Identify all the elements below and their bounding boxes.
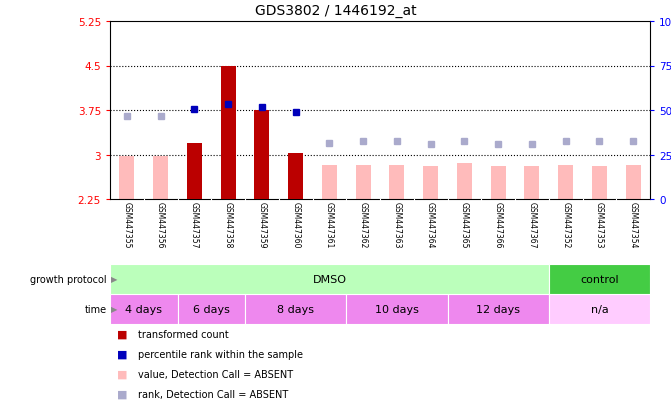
Text: GDS3802 / 1446192_at: GDS3802 / 1446192_at [255,4,416,18]
Text: GSM447360: GSM447360 [291,202,300,248]
Bar [119,157,134,199]
Text: GSM447355: GSM447355 [122,202,132,248]
Text: percentile rank within the sample: percentile rank within the sample [138,349,303,359]
Text: ▶: ▶ [111,305,118,314]
Text: GSM447366: GSM447366 [494,202,503,248]
Bar [625,166,641,199]
Text: ▶: ▶ [111,275,118,284]
Text: GSM447364: GSM447364 [426,202,435,248]
Bar [288,154,303,199]
Bar [221,66,236,199]
Text: n/a: n/a [590,304,608,314]
Bar [491,167,506,199]
Text: GSM447362: GSM447362 [358,202,368,248]
Text: growth protocol: growth protocol [30,274,107,284]
Text: 4 days: 4 days [125,304,162,314]
Text: ■: ■ [117,329,127,339]
Text: GSM447354: GSM447354 [629,202,637,248]
Bar [245,294,346,324]
Bar [356,166,370,199]
Text: GSM447365: GSM447365 [460,202,469,248]
Text: ■: ■ [117,369,127,379]
Text: transformed count: transformed count [138,329,229,339]
Bar [558,166,573,199]
Bar [178,294,245,324]
Bar [110,294,178,324]
Bar [549,294,650,324]
Text: GSM447357: GSM447357 [190,202,199,248]
Bar [187,143,202,199]
Text: DMSO: DMSO [313,274,346,284]
Text: 10 days: 10 days [375,304,419,314]
Text: 6 days: 6 days [193,304,229,314]
Bar [423,167,438,199]
Text: GSM447352: GSM447352 [561,202,570,248]
Bar [254,111,270,199]
Bar [549,264,650,294]
Text: 12 days: 12 days [476,304,520,314]
Bar [110,264,549,294]
Bar [448,294,549,324]
Bar [592,167,607,199]
Text: value, Detection Call = ABSENT: value, Detection Call = ABSENT [138,369,293,379]
Text: GSM447359: GSM447359 [258,202,266,248]
Text: GSM447353: GSM447353 [595,202,604,248]
Text: ■: ■ [117,389,127,399]
Bar [346,294,448,324]
Bar [153,157,168,199]
Text: GSM447363: GSM447363 [393,202,401,248]
Bar [322,166,337,199]
Bar [389,166,405,199]
Text: GSM447356: GSM447356 [156,202,165,248]
Text: GSM447358: GSM447358 [223,202,233,248]
Text: GSM447367: GSM447367 [527,202,536,248]
Text: rank, Detection Call = ABSENT: rank, Detection Call = ABSENT [138,389,289,399]
Text: time: time [85,304,107,314]
Bar [457,164,472,199]
Text: 8 days: 8 days [277,304,314,314]
Text: GSM447361: GSM447361 [325,202,334,248]
Bar [524,167,539,199]
Text: ■: ■ [117,349,127,359]
Text: control: control [580,274,619,284]
